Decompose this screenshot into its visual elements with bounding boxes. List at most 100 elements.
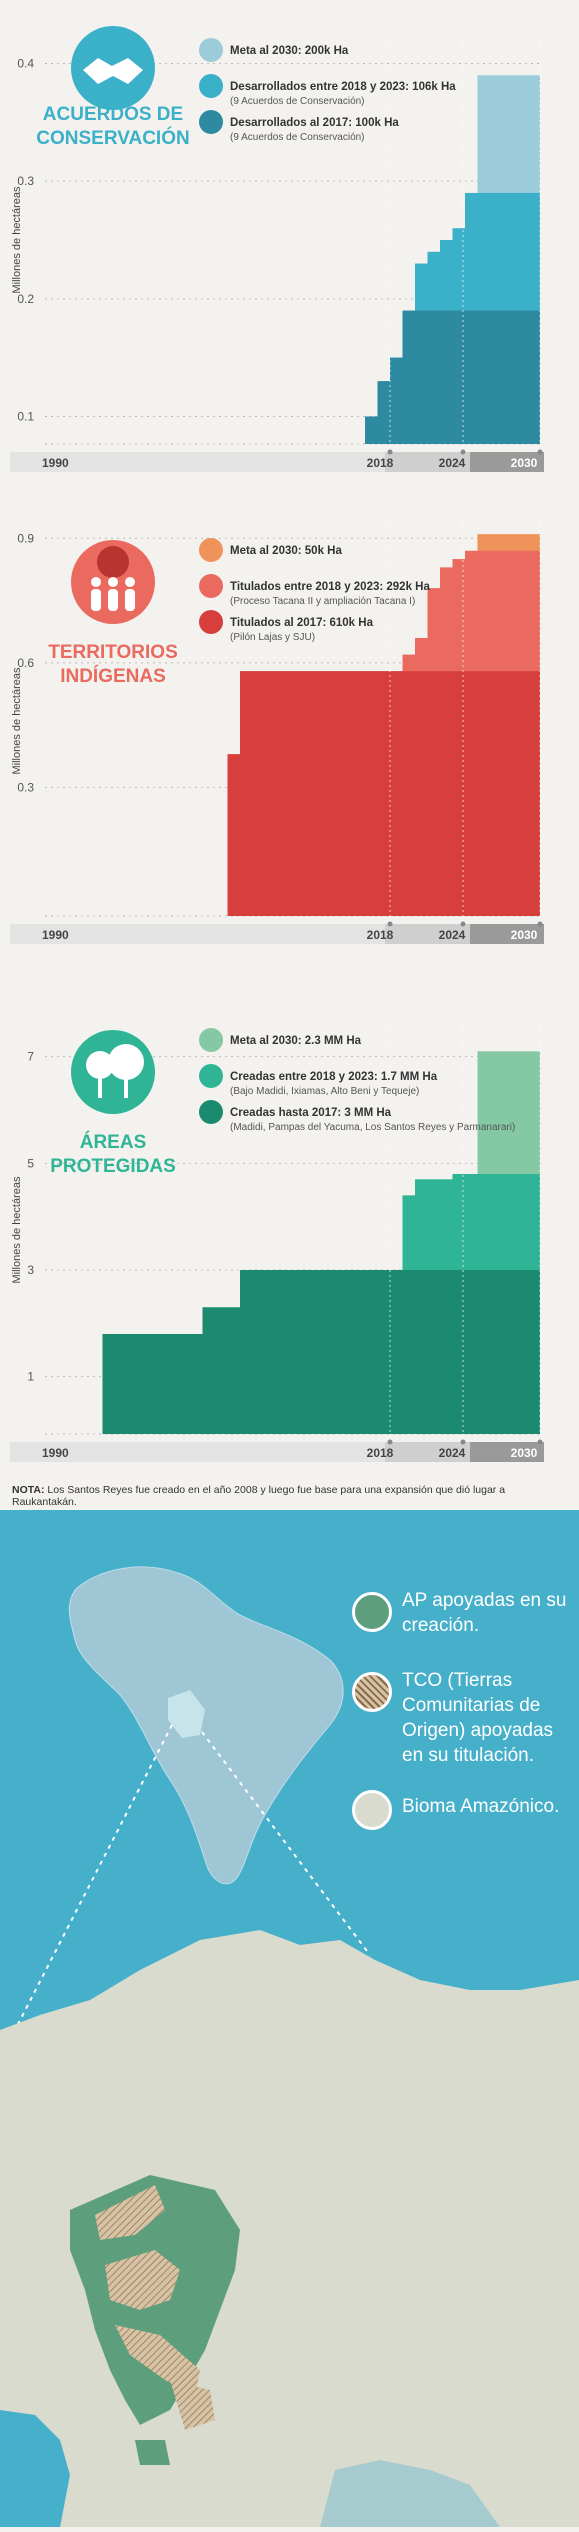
legend-ap-label: AP apoyadas en su creación.	[402, 1590, 567, 1636]
axis-dot	[387, 449, 393, 455]
bar-step	[515, 310, 528, 444]
bar-step	[415, 671, 428, 916]
bar-step	[427, 1270, 440, 1434]
axis-dot	[460, 921, 466, 927]
bar-step	[240, 671, 390, 916]
zoom-line-right	[201, 1731, 371, 1956]
ytick-label: 0.3	[17, 780, 34, 794]
ap-patch	[135, 2440, 170, 2465]
south-america-shape	[68, 1566, 344, 1885]
legend-label: Desarrollados entre 2018 y 2023: 106k Ha	[230, 81, 456, 93]
bar-step	[502, 671, 515, 916]
bar-step	[415, 1270, 428, 1434]
ytick-label: 1	[27, 1370, 34, 1384]
tree-icon-trunk	[124, 1078, 128, 1098]
xlabel-2024: 2024	[439, 928, 466, 942]
xlabel-2018: 2018	[367, 456, 394, 470]
note-text: Los Santos Reyes fue creado en el año 20…	[12, 1484, 506, 1508]
chart-title-line2: PROTEGIDAS	[50, 1156, 176, 1177]
axis-dot	[387, 921, 393, 927]
legend-sublabel: (Pilón Lajas y SJU)	[230, 632, 315, 643]
tree-icon-crown	[108, 1044, 144, 1080]
bar-step	[490, 1270, 503, 1434]
xlabel-1990: 1990	[42, 1446, 69, 1460]
bar-step	[390, 357, 403, 444]
map-legend: AP apoyadas en su creación. TCO (Tierras…	[352, 1588, 572, 1844]
ytick-label: 0.6	[17, 656, 34, 670]
axis-band-2018	[385, 924, 470, 944]
chart-title-line1: ACUERDOS DE	[43, 104, 183, 125]
xlabel-1990: 1990	[42, 456, 69, 470]
axis-dot	[460, 449, 466, 455]
axis-band-2024	[470, 452, 544, 472]
bar-step	[490, 310, 503, 444]
ytick-label: 7	[27, 1050, 34, 1064]
person-icon-head	[91, 577, 101, 587]
bar-step	[415, 310, 428, 444]
tco-shape-4	[170, 2380, 215, 2430]
legend-tco: TCO (Tierras Comunitarias de Origen) apo…	[352, 1668, 572, 1794]
legend-swatch	[199, 610, 223, 634]
axis-band-2024	[470, 924, 544, 944]
bar-step	[402, 1270, 415, 1434]
ylabel: Millones de hectáreas	[11, 667, 23, 775]
xlabel-2030: 2030	[511, 456, 538, 470]
legend-label: Meta al 2030: 50k Ha	[230, 545, 342, 557]
ytick-label: 0.2	[17, 292, 34, 306]
bar-step	[365, 416, 378, 444]
bar-step	[440, 1270, 453, 1434]
legend-amazon-swatch	[352, 1790, 392, 1830]
chart-indigenas: 0.3 0.6 0.9 1990 2018 2024 2030 Millones de hec…	[10, 520, 544, 944]
ytick-label: 0.4	[17, 57, 34, 71]
ytick-label: 5	[27, 1156, 34, 1170]
tree-icon-crown	[86, 1051, 114, 1079]
xlabel-2018: 2018	[367, 1446, 394, 1460]
xlabel-2024: 2024	[439, 1446, 466, 1460]
bar-step	[440, 671, 453, 916]
bar-step	[452, 310, 465, 444]
legend-label: Desarrollados al 2017: 100k Ha	[230, 117, 399, 129]
chart-note: NOTA: Los Santos Reyes fue creado en el …	[12, 1484, 572, 1508]
axis-dot	[460, 1439, 466, 1445]
person-icon-body	[91, 589, 101, 611]
bolivia-highlight	[168, 1690, 205, 1738]
legend-tco-label: TCO (Tierras Comunitarias de Origen) apo…	[402, 1670, 554, 1766]
map-svg	[0, 1510, 579, 2527]
bar-step	[527, 1270, 540, 1434]
panel-conservacion: 0.1 0.2 0.3 0.4 1990 2018 2024 2030 Millones de …	[0, 0, 579, 480]
chart-protegidas: 1 3 5 7 1990 2018 2024 2030 Millones de hectárea…	[10, 1020, 544, 1462]
xlabel-2030: 2030	[511, 928, 538, 942]
bar-step	[515, 671, 528, 916]
legend-amazon-label: Bioma Amazónico.	[402, 1796, 560, 1817]
bar-step	[527, 671, 540, 916]
tco-shape-1	[95, 2185, 165, 2240]
bar-step	[440, 310, 453, 444]
legend-sublabel: (Proceso Tacana II y ampliación Tacana I…	[230, 596, 415, 607]
bar-step	[502, 310, 515, 444]
lake-shape	[320, 2460, 500, 2527]
bar-step	[452, 1270, 465, 1434]
legend-swatch	[199, 74, 223, 98]
bar-step	[390, 1270, 403, 1434]
bar-step	[402, 310, 415, 444]
chart-title-line2: INDÍGENAS	[60, 665, 166, 687]
panel-protegidas: 1 3 5 7 1990 2018 2024 2030 Millones de hectárea…	[0, 990, 579, 1480]
zoom-line-left	[14, 1724, 173, 2031]
bar-step	[465, 1270, 478, 1434]
axis-dot	[537, 449, 543, 455]
person-icon-body	[108, 589, 118, 611]
legend-label: Creadas hasta 2017: 3 MM Ha	[230, 1107, 392, 1119]
legend-amazon: Bioma Amazónico.	[352, 1790, 572, 1844]
legend-swatch	[199, 574, 223, 598]
bar-step	[165, 1334, 203, 1434]
bar-step	[490, 671, 503, 916]
legend-sublabel: (9 Acuerdos de Conservación)	[230, 96, 365, 107]
tree-icon-trunk	[98, 1076, 102, 1098]
bar-step	[502, 1270, 515, 1434]
axis-dot	[387, 1439, 393, 1445]
xlabel-2024: 2024	[439, 456, 466, 470]
axis-dot	[537, 1439, 543, 1445]
tco-shape-3	[115, 2325, 200, 2395]
tco-shape-2	[105, 2250, 180, 2310]
bar-step	[390, 671, 403, 916]
